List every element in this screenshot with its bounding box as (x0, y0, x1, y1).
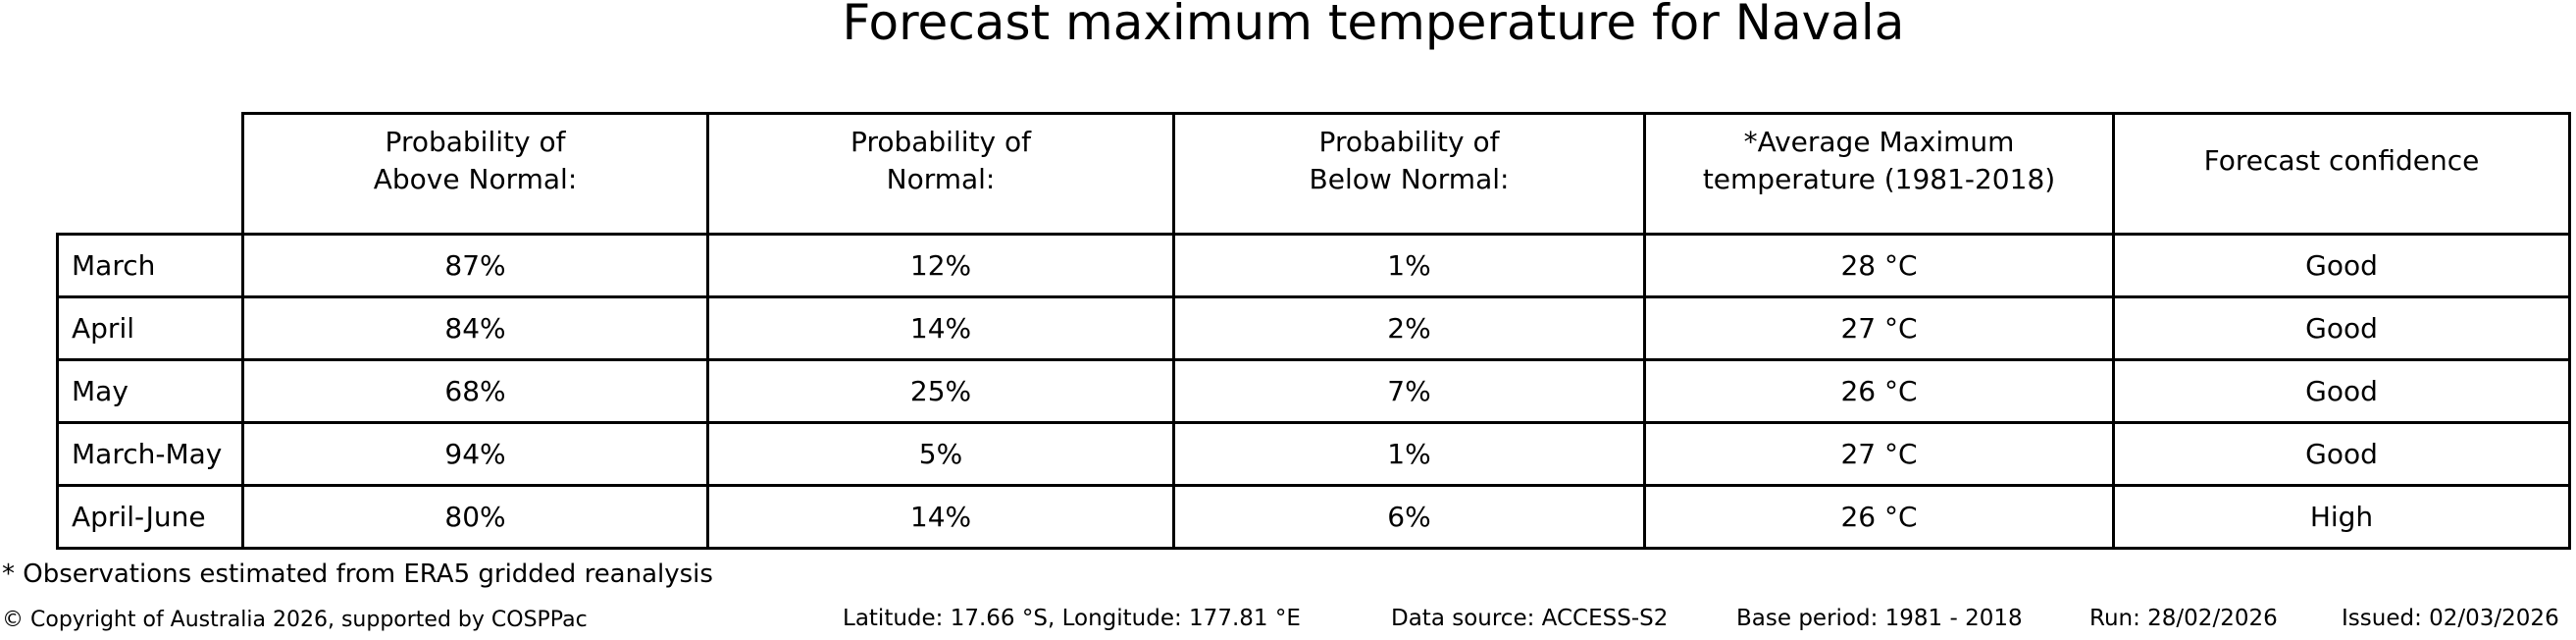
cell-prob-above: 68% (241, 358, 709, 424)
table-row: March 87% 12% 1% 28 °C Good (56, 233, 2571, 298)
col-header-prob-above-normal: Probability of Above Normal: (241, 112, 709, 236)
col-header-avg-max-temperature: *Average Maximum temperature (1981-2018) (1643, 112, 2115, 236)
cell-period: March (56, 233, 244, 298)
location-text: Latitude: 17.66 °S, Longitude: 177.81 °E (843, 606, 1301, 631)
cell-prob-normal: 14% (706, 295, 1175, 361)
cell-confidence: Good (2112, 233, 2571, 298)
table-corner-spacer (58, 114, 243, 235)
cell-prob-below: 2% (1172, 295, 1646, 361)
base-period-text: Base period: 1981 - 2018 (1736, 606, 2023, 631)
cell-prob-normal: 25% (706, 358, 1175, 424)
table-row: April 84% 14% 2% 27 °C Good (56, 295, 2571, 361)
cell-period: May (56, 358, 244, 424)
cell-prob-below: 7% (1172, 358, 1646, 424)
cell-period: April-June (56, 484, 244, 550)
cell-prob-above: 87% (241, 233, 709, 298)
cell-prob-below: 1% (1172, 421, 1646, 487)
col-header-forecast-confidence: Forecast confidence (2112, 112, 2571, 236)
copyright-text: © Copyright of Australia 2026, supported… (2, 608, 588, 632)
issued-date-text: Issued: 02/03/2026 (2342, 606, 2559, 631)
table-row: March-May 94% 5% 1% 27 °C Good (56, 421, 2571, 487)
cell-prob-above: 94% (241, 421, 709, 487)
cell-period: March-May (56, 421, 244, 487)
cell-confidence: Good (2112, 421, 2571, 487)
table-header-row: Probability of Above Normal: Probability… (58, 112, 2571, 236)
cell-prob-below: 6% (1172, 484, 1646, 550)
forecast-table: Probability of Above Normal: Probability… (56, 112, 2571, 550)
cell-prob-above: 80% (241, 484, 709, 550)
cell-prob-below: 1% (1172, 233, 1646, 298)
observations-footnote: * Observations estimated from ERA5 gridd… (2, 560, 713, 589)
cell-confidence: Good (2112, 358, 2571, 424)
cell-avg-max-temp: 26 °C (1643, 358, 2115, 424)
cell-period: April (56, 295, 244, 361)
cell-prob-normal: 12% (706, 233, 1175, 298)
cell-confidence: Good (2112, 295, 2571, 361)
cell-avg-max-temp: 27 °C (1643, 295, 2115, 361)
cell-prob-normal: 14% (706, 484, 1175, 550)
table-row: May 68% 25% 7% 26 °C Good (56, 358, 2571, 424)
page-title: Forecast maximum temperature for Navala (842, 0, 1905, 51)
cell-confidence: High (2112, 484, 2571, 550)
cell-prob-above: 84% (241, 295, 709, 361)
cell-avg-max-temp: 27 °C (1643, 421, 2115, 487)
data-source-text: Data source: ACCESS-S2 (1391, 606, 1669, 631)
run-date-text: Run: 28/02/2026 (2089, 606, 2278, 631)
cell-avg-max-temp: 26 °C (1643, 484, 2115, 550)
table-row: April-June 80% 14% 6% 26 °C High (56, 484, 2571, 550)
col-header-prob-below-normal: Probability of Below Normal: (1172, 112, 1646, 236)
cell-prob-normal: 5% (706, 421, 1175, 487)
col-header-prob-normal: Probability of Normal: (706, 112, 1175, 236)
cell-avg-max-temp: 28 °C (1643, 233, 2115, 298)
